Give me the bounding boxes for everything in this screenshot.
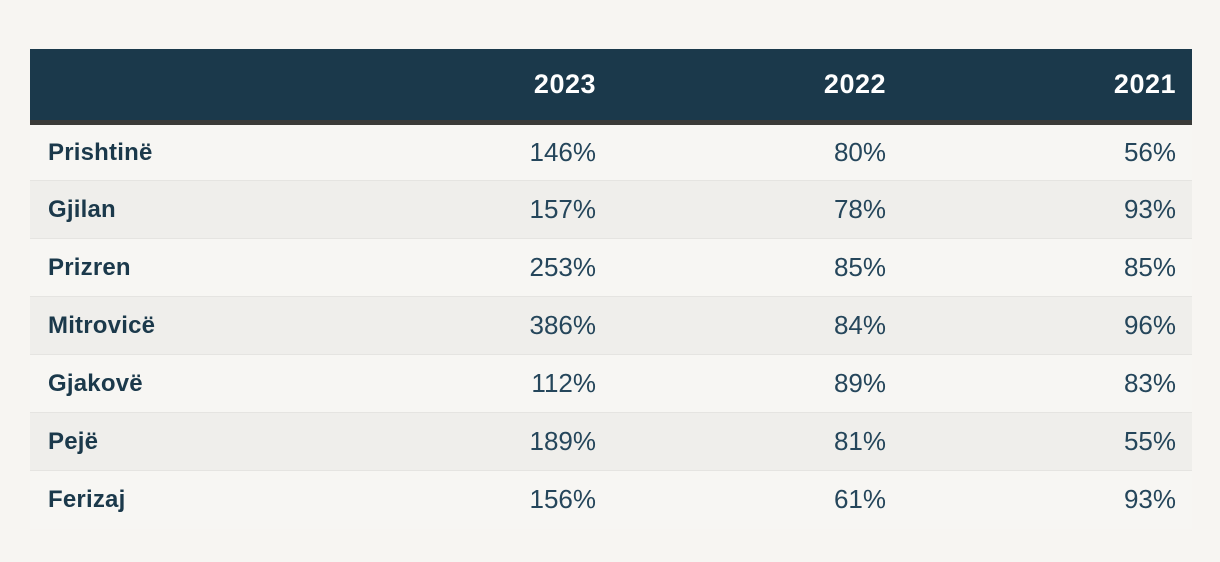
value-cell: 56% [1123,137,1176,167]
value-cell: 93% [902,470,1192,529]
table-row: Gjilan 157% 78% 93% [30,180,1192,239]
value-cell: 84% [612,296,902,355]
value-cell: 78% [612,180,902,239]
table-row: Gjakovë 112% 89% 83% [30,354,1192,413]
table-row: Mitrovicë 386% 84% 96% [30,296,1192,355]
value-cell: 85% [612,238,902,297]
city-cell: Ferizaj [30,470,322,529]
header-row: 2023 2022 2021 [30,49,1192,125]
value-cell: 157% [322,180,612,239]
value-cell: 112% [322,354,612,413]
value-cell: 81% [612,412,902,471]
city-cell: Gjakovë [30,354,322,413]
table-row: Pejë 189% 81% 55% [30,412,1192,471]
value-cell: 96% [902,296,1192,355]
value-cell: 55% [902,412,1192,471]
city-cell: Gjilan [30,180,322,239]
header-cell-2022: 2022 [612,49,902,125]
value-cell: 85% [902,238,1192,297]
table-header: 2023 2022 2021 [30,49,1192,125]
value-cell: 61% [612,470,902,529]
header-cell-2021: 2021 [902,49,1192,125]
header-cell-2023: 2023 [322,49,612,125]
value-cell: 80% [833,137,886,167]
value-cell: 89% [612,354,902,413]
city-cell: Pejë [30,412,322,471]
city-cell: Mitrovicë [30,296,322,355]
data-table-container: 2023 2022 2021 Prishtinë 146% 80% 56% Gjilan… [30,49,1192,529]
value-cell: 83% [902,354,1192,413]
value-cell: 93% [902,180,1192,239]
value-cell: 146% [529,137,597,167]
value-cell: 253% [322,238,612,297]
table-row: Prishtinë 146% 80% 56% [30,122,1192,181]
city-cell: Prishtinë [48,138,153,166]
city-cell: Prizren [30,238,322,297]
table-row: Ferizaj 156% 61% 93% [30,470,1192,529]
value-cell: 189% [322,412,612,471]
yearly-percentage-table: 2023 2022 2021 Prishtinë 146% 80% 56% Gjilan… [30,49,1192,529]
value-cell: 386% [322,296,612,355]
header-cell-empty [30,49,322,125]
table-row: Prizren 253% 85% 85% [30,238,1192,297]
table-body: Prishtinë 146% 80% 56% Gjilan 157% 78% 93% Prizr… [30,122,1192,529]
value-cell: 156% [322,470,612,529]
